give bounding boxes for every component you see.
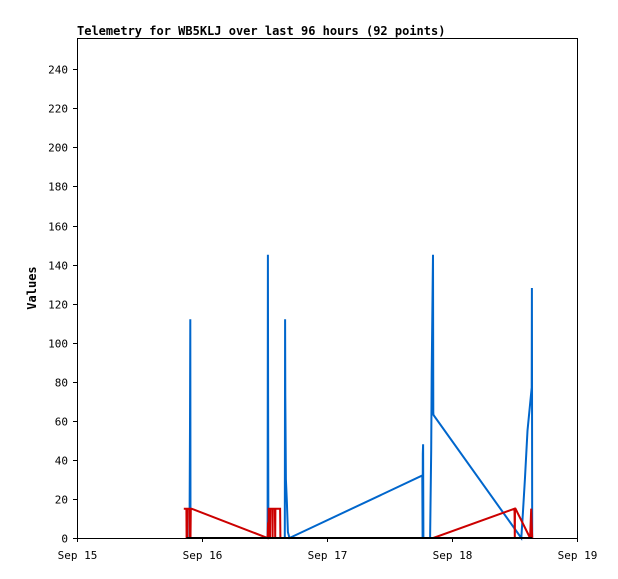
y-tick-label: 180 [48, 181, 68, 194]
series-line-2 [183, 507, 534, 540]
y-tick-label: 100 [48, 338, 68, 351]
y-tick-label: 220 [48, 103, 68, 116]
y-axis-title: Values [25, 266, 39, 309]
y-tick-label: 200 [48, 142, 68, 155]
x-tick-label: Sep 15 [58, 549, 98, 562]
x-tick-label: Sep 16 [183, 549, 223, 562]
y-tick-label: 20 [55, 494, 68, 507]
y-tick-label: 160 [48, 221, 68, 234]
chart-title: Telemetry for WB5KLJ over last 96 hours … [77, 24, 445, 38]
y-tick-label: 0 [61, 533, 68, 546]
x-tick-label: Sep 19 [558, 549, 598, 562]
series-line-1 [186, 254, 534, 541]
x-tick-label: Sep 18 [433, 549, 473, 562]
y-tick-label: 40 [55, 455, 68, 468]
x-tick-label: Sep 17 [308, 549, 348, 562]
y-tick-label: 140 [48, 260, 68, 273]
y-tick-label: 240 [48, 64, 68, 77]
y-axis: 0 20 40 60 80 100 120 140 160 180 200 220 240 [48, 64, 77, 546]
plot-frame [77, 38, 578, 539]
y-tick-label: 120 [48, 299, 68, 312]
y-tick-label: 80 [55, 377, 68, 390]
y-tick-label: 60 [55, 416, 68, 429]
series-layer [183, 254, 534, 541]
x-axis: Sep 15 Sep 16 Sep 17 Sep 18 Sep 19 [58, 538, 598, 562]
